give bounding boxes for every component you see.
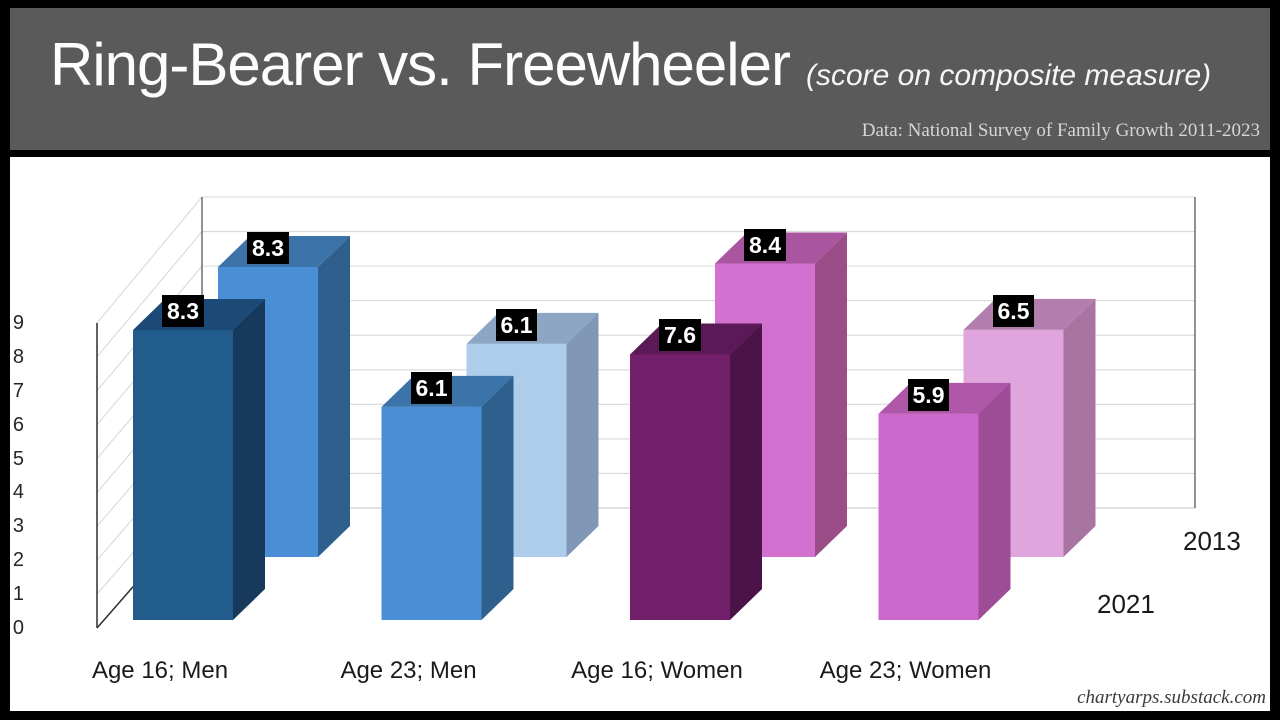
left-wall-gridline [96, 196, 203, 324]
bar-side-face [730, 323, 762, 620]
bar-side-face [978, 382, 1011, 620]
title-row: Ring-Bearer vs. Freewheeler (score on co… [50, 30, 1211, 99]
bar-front-face [878, 413, 979, 620]
chart-title: Ring-Bearer vs. Freewheeler [50, 31, 791, 98]
bar-front-face [133, 330, 233, 620]
bar-front-face [630, 354, 730, 620]
bar-side-face [815, 232, 847, 557]
bar-side-face [233, 299, 265, 620]
chart-subtitle: (score on composite measure) [805, 59, 1212, 92]
left-wall-gridline [96, 231, 203, 358]
bar-side-face [318, 236, 350, 557]
data-source-note: Data: National Survey of Family Growth 2… [861, 120, 1260, 141]
bar-front-face [381, 406, 482, 620]
chart-header: Ring-Bearer vs. Freewheeler (score on co… [10, 8, 1270, 150]
bar-side-face [566, 312, 599, 557]
plot-bars [133, 232, 1096, 620]
bar-side-face [481, 375, 514, 620]
bar-side-face [1063, 298, 1096, 557]
watermark: chartyarps.substack.com [1077, 687, 1266, 708]
